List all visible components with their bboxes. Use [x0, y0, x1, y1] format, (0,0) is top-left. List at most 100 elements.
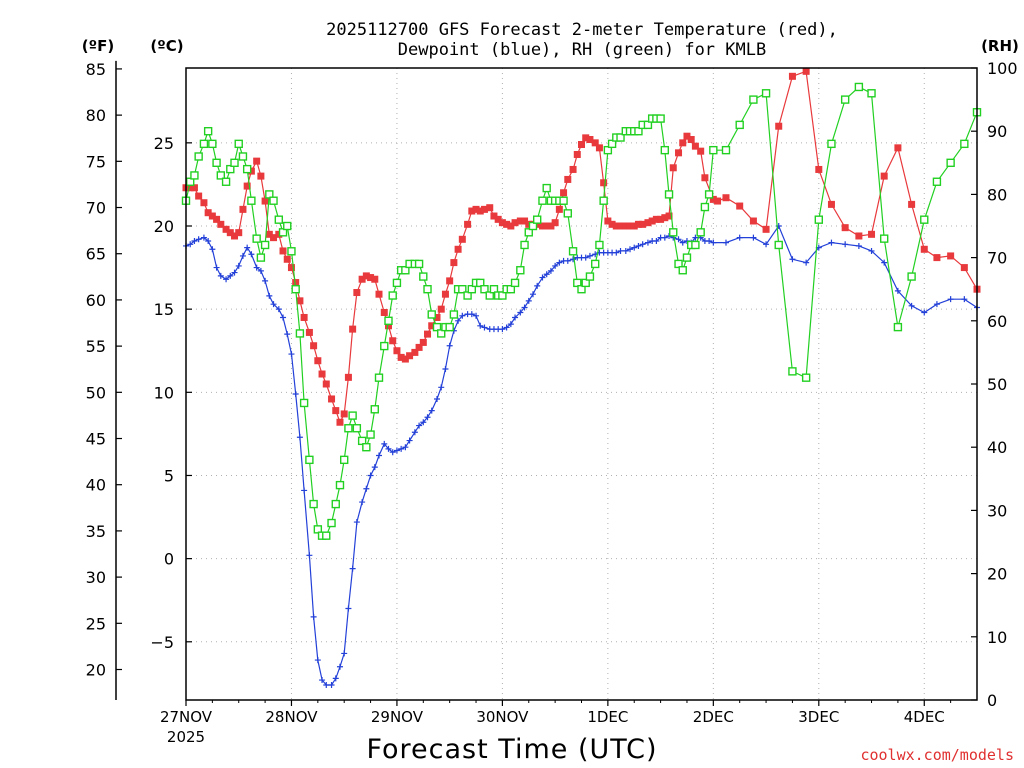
- temperature-point: [349, 325, 357, 333]
- dewpoint-point: [253, 264, 260, 271]
- temperature-point: [204, 209, 212, 217]
- dewpoint-point: [828, 239, 835, 246]
- temperature-point: [543, 222, 551, 230]
- rh-point: [603, 145, 613, 155]
- rh-tick-label: 20: [987, 565, 1007, 584]
- temperature-point: [279, 247, 287, 255]
- temperature-point: [419, 338, 427, 346]
- rh-point: [208, 139, 217, 149]
- temperature-series: [182, 67, 981, 426]
- temperature-point: [551, 219, 559, 227]
- rh-tick-label: 10: [987, 628, 1007, 647]
- dewpoint-point: [248, 251, 255, 258]
- temperature-point: [701, 174, 709, 182]
- dewpoint-point: [842, 241, 849, 248]
- dewpoint-point: [736, 234, 743, 241]
- fahrenheit-tick-label: 65: [86, 245, 106, 264]
- rh-point: [506, 285, 516, 294]
- rh-point: [384, 316, 393, 325]
- temperature-point: [933, 254, 941, 262]
- temperature-point: [344, 373, 352, 381]
- temperature-point: [287, 264, 295, 272]
- rh-point: [761, 89, 771, 98]
- temperature-point: [648, 217, 656, 225]
- dewpoint-point: [512, 314, 519, 321]
- fahrenheit-tick-label: 30: [86, 568, 106, 587]
- dewpoint-point: [706, 237, 713, 244]
- dewpoint-point: [353, 519, 360, 526]
- rh-point: [520, 240, 529, 250]
- rh-point: [696, 228, 705, 237]
- temperature-point: [608, 220, 616, 228]
- temperature-point: [652, 215, 660, 223]
- dewpoint-point: [750, 234, 757, 241]
- temperature-point: [393, 347, 401, 355]
- fahrenheit-axis-label: (ºF): [82, 37, 114, 55]
- temperature-point: [920, 245, 928, 253]
- rh-point: [528, 221, 538, 231]
- rh-point: [749, 95, 758, 104]
- temperature-point: [762, 225, 770, 233]
- rh-point: [489, 285, 499, 294]
- fahrenheit-tick-label: 20: [86, 661, 106, 680]
- temperature-point: [661, 214, 669, 222]
- rh-point: [238, 152, 248, 161]
- temperature-point: [533, 220, 541, 228]
- rh-axis: 0 10 20 30 40 50 60 70 80 90 100: [971, 59, 1018, 710]
- dewpoint-point: [521, 304, 528, 311]
- rh-point: [414, 259, 424, 269]
- temperature-point: [691, 142, 699, 150]
- temperature-point: [507, 222, 515, 230]
- temperature-point: [516, 217, 524, 225]
- rh-point: [960, 139, 969, 149]
- time-tick-label: 2DEC: [693, 708, 734, 726]
- rh-point: [362, 443, 371, 452]
- temperature-point: [464, 220, 472, 228]
- rh-point: [660, 145, 670, 155]
- rh-point: [879, 234, 889, 243]
- rh-point: [283, 221, 292, 231]
- dewpoint-point: [517, 309, 524, 316]
- dewpoint-point: [639, 241, 646, 248]
- temperature-point: [486, 204, 494, 212]
- rh-point: [216, 171, 226, 180]
- temperature-point: [270, 234, 278, 242]
- dewpoint-point: [477, 322, 484, 329]
- rh-point: [366, 430, 375, 439]
- fahrenheit-tick-label: 85: [86, 60, 106, 79]
- rh-point: [437, 329, 446, 338]
- series-layer: [181, 67, 982, 689]
- rh-point: [463, 291, 472, 300]
- dewpoint-point: [881, 259, 888, 266]
- dewpoint-point: [376, 452, 383, 459]
- dewpoint-point: [411, 429, 418, 436]
- time-tick-label: 28NOV: [265, 708, 318, 726]
- temperature-point: [578, 141, 585, 149]
- temperature-point: [573, 150, 581, 158]
- rh-point: [278, 228, 288, 237]
- rh-point: [449, 310, 459, 319]
- temperature-point: [213, 215, 221, 223]
- rh-point: [392, 278, 402, 288]
- rh-point: [234, 139, 243, 149]
- dewpoint-point: [473, 312, 480, 319]
- time-tick-sublabel: 2025: [167, 728, 205, 746]
- celsius-tick-label: −5: [150, 633, 174, 652]
- dewpoint-point: [564, 257, 571, 264]
- dewpoint-point: [653, 237, 660, 244]
- fahrenheit-tick-label: 50: [86, 383, 106, 402]
- temperature-point: [472, 205, 480, 213]
- dewpoint-point: [244, 244, 251, 251]
- dewpoint-point: [270, 301, 277, 308]
- celsius-tick-label: 5: [164, 466, 174, 485]
- dewpoint-point: [231, 269, 238, 276]
- dewpoint-point: [381, 440, 388, 447]
- rh-point: [221, 177, 231, 186]
- fahrenheit-tick-label: 75: [86, 152, 106, 171]
- rh-point: [524, 228, 533, 237]
- rh-point: [260, 240, 270, 250]
- rh-point: [907, 272, 916, 281]
- temperature-point: [815, 165, 823, 173]
- dewpoint-point: [367, 472, 374, 479]
- temperature-point: [498, 219, 506, 227]
